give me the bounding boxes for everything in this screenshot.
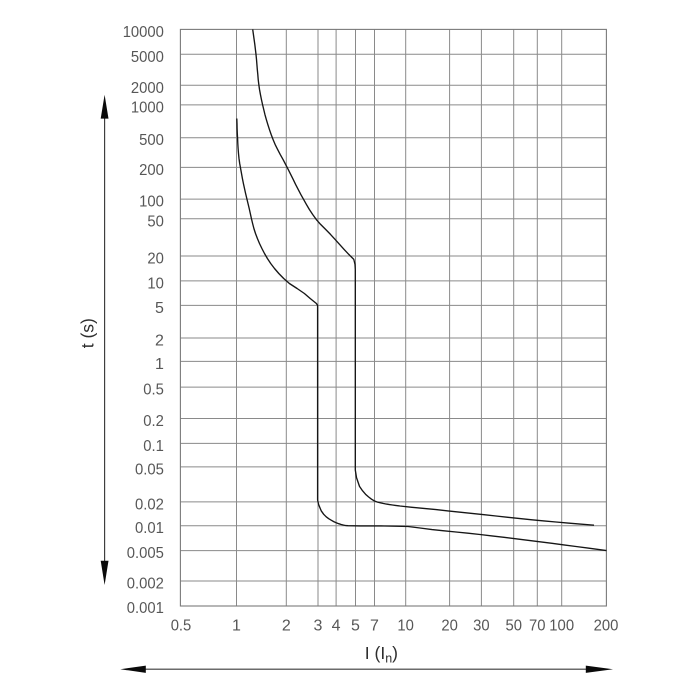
- svg-text:10: 10: [147, 275, 164, 292]
- svg-text:5: 5: [351, 618, 360, 635]
- svg-text:0.5: 0.5: [171, 618, 192, 635]
- svg-text:0.001: 0.001: [127, 600, 164, 617]
- svg-text:100: 100: [549, 618, 574, 635]
- svg-text:5: 5: [155, 300, 164, 317]
- svg-text:1: 1: [232, 618, 241, 635]
- svg-text:30: 30: [473, 618, 490, 635]
- svg-text:10000: 10000: [123, 24, 164, 41]
- svg-text:100: 100: [139, 194, 164, 211]
- svg-text:1: 1: [155, 356, 164, 373]
- svg-text:0.02: 0.02: [135, 496, 164, 513]
- svg-text:50: 50: [506, 618, 523, 635]
- svg-text:0.01: 0.01: [135, 520, 164, 537]
- svg-text:0.002: 0.002: [127, 576, 164, 593]
- svg-text:70: 70: [529, 618, 546, 635]
- svg-text:200: 200: [594, 618, 619, 635]
- svg-text:10: 10: [397, 618, 414, 635]
- svg-text:2: 2: [155, 333, 164, 350]
- svg-text:500: 500: [139, 132, 164, 149]
- svg-text:200: 200: [139, 162, 164, 179]
- svg-text:7: 7: [370, 618, 379, 635]
- svg-text:0.1: 0.1: [143, 438, 164, 455]
- svg-text:2: 2: [282, 618, 291, 635]
- svg-text:20: 20: [147, 251, 164, 268]
- svg-text:0.05: 0.05: [135, 461, 164, 478]
- svg-text:0.5: 0.5: [143, 382, 164, 399]
- svg-text:50: 50: [147, 213, 164, 230]
- svg-text:t (s): t (s): [78, 318, 98, 348]
- svg-text:0.005: 0.005: [127, 545, 164, 562]
- svg-text:0.2: 0.2: [143, 413, 164, 430]
- svg-text:2000: 2000: [131, 80, 164, 97]
- svg-text:3: 3: [314, 618, 323, 635]
- svg-text:20: 20: [441, 618, 458, 635]
- svg-text:1000: 1000: [131, 99, 164, 116]
- svg-text:4: 4: [332, 618, 341, 635]
- svg-text:I (In): I (In): [365, 643, 398, 666]
- svg-text:5000: 5000: [131, 49, 164, 66]
